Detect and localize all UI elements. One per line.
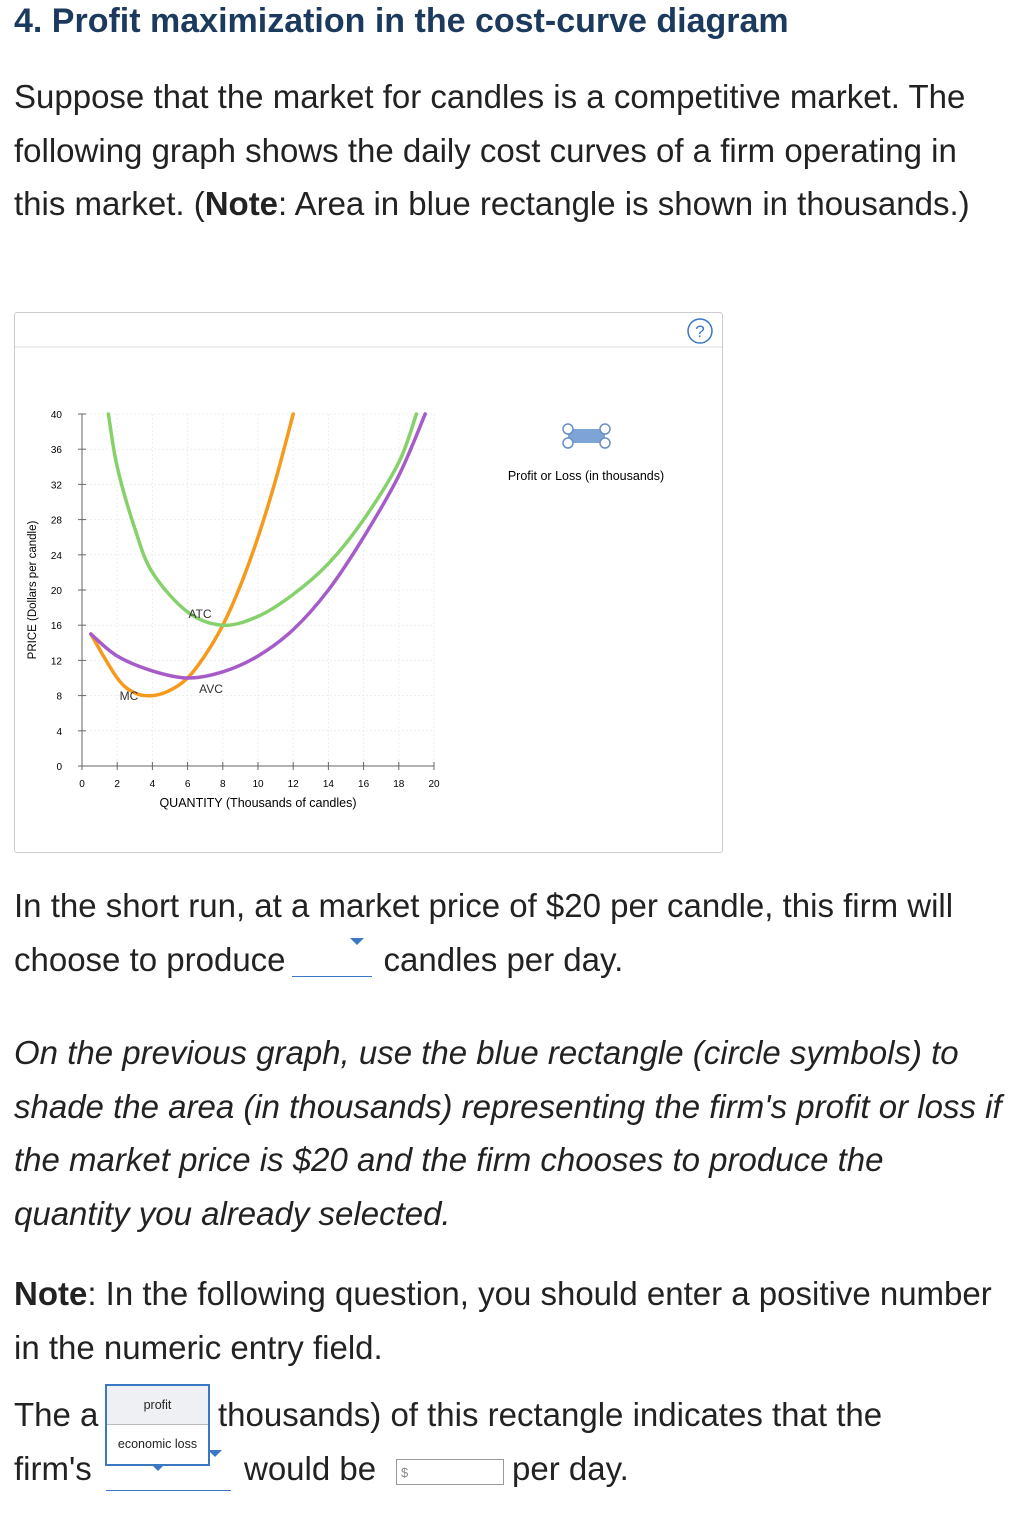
- x-tick-label: 4: [150, 779, 156, 790]
- dropdown-caret: [151, 1464, 165, 1471]
- y-tick-label: 12: [51, 656, 63, 667]
- dropdown-option[interactable]: profit: [107, 1386, 208, 1425]
- question-1: In the short run, at a market price of $…: [14, 879, 1014, 986]
- x-tick-label: 20: [428, 779, 440, 790]
- curve: [89, 412, 295, 698]
- x-tick-label: 2: [114, 779, 120, 790]
- y-tick-label: 28: [51, 516, 63, 527]
- text: thousands) of this rectangle indicates t…: [218, 1396, 883, 1433]
- currency-prefix: $: [401, 1465, 409, 1480]
- text: candles per day.: [383, 940, 624, 978]
- x-tick-label: 14: [323, 779, 335, 790]
- help-icon[interactable]: ?: [695, 322, 704, 341]
- y-tick-label: 32: [51, 480, 63, 491]
- x-tick-label: 6: [185, 779, 191, 790]
- x-axis-label: QUANTITY (Thousands of candles): [159, 796, 356, 810]
- y-tick-label: 16: [51, 621, 63, 632]
- x-tick-label: 0: [79, 779, 85, 790]
- heading: 4. Profit maximization in the cost-curve…: [14, 2, 789, 40]
- curve: [89, 412, 427, 680]
- x-tick-label: 8: [220, 779, 226, 790]
- x-tick-label: 18: [393, 779, 405, 790]
- text: Suppose that the market for candles is a…: [14, 78, 966, 222]
- x-tick-label: 12: [288, 779, 300, 790]
- y-axis-label: PRICE (Dollars per candle): [27, 520, 39, 659]
- bold-text: Note: [14, 1275, 88, 1312]
- text: per day.: [512, 1450, 629, 1487]
- y-tick-label: 8: [56, 692, 62, 703]
- curve-label: MC: [120, 689, 139, 703]
- help-button[interactable]: [687, 318, 713, 344]
- y-tick-label: 24: [51, 551, 63, 562]
- dropdown-underline: [106, 1490, 231, 1491]
- chart: ? Profit or Loss (in thousands) QUANTITY…: [15, 318, 722, 810]
- dropdown-option[interactable]: economic loss: [117, 1437, 198, 1451]
- bold-text: Note: [204, 185, 279, 222]
- text: firm's: [14, 1450, 92, 1487]
- curve-label: ATC: [188, 607, 211, 621]
- dropdown-arrow[interactable]: [208, 1450, 222, 1457]
- tool-label: Profit or Loss (in thousands): [508, 469, 664, 483]
- x-tick-label: 10: [252, 779, 264, 790]
- dropdown-menu: profit economic loss: [105, 1384, 210, 1471]
- numeric-input[interactable]: $: [396, 1459, 504, 1485]
- instruction: On the previous graph, use the blue rect…: [14, 1034, 1002, 1232]
- text: : In the following question, you should …: [14, 1275, 992, 1366]
- text: would be: [244, 1450, 377, 1487]
- text: : Area in blue rectangle is shown in tho…: [278, 185, 970, 222]
- note: Note: In the following question, you sho…: [14, 1267, 1004, 1374]
- y-tick-label: 0: [56, 762, 62, 773]
- text: In the short run, at a market price of $…: [14, 887, 954, 978]
- y-tick-label: 36: [51, 445, 63, 456]
- y-tick-label: 20: [51, 586, 63, 597]
- text: The a: [14, 1396, 99, 1433]
- rectangle-tool[interactable]: [562, 423, 611, 449]
- y-tick-label: 4: [56, 727, 62, 738]
- graph-panel: ? Profit or Loss (in thousands) QUANTITY…: [14, 312, 723, 853]
- quantity-dropdown[interactable]: [291, 937, 372, 977]
- intro: Suppose that the market for candles is a…: [14, 70, 1014, 231]
- y-tick-label: 40: [51, 410, 63, 421]
- x-tick-label: 16: [358, 779, 370, 790]
- curve: [106, 412, 419, 627]
- curve-label: AVC: [199, 682, 223, 696]
